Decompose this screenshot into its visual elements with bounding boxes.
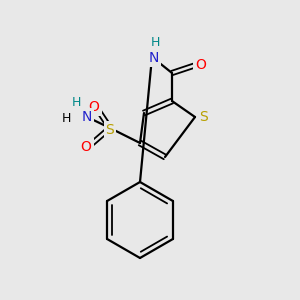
- Text: H: H: [150, 37, 160, 50]
- Text: H: H: [61, 112, 71, 124]
- Text: O: O: [81, 140, 92, 154]
- Text: S: S: [199, 110, 207, 124]
- Text: N: N: [149, 51, 159, 65]
- Text: H: H: [71, 95, 81, 109]
- Text: O: O: [88, 100, 99, 114]
- Text: S: S: [106, 123, 114, 137]
- Text: N: N: [82, 110, 92, 124]
- Text: O: O: [196, 58, 206, 72]
